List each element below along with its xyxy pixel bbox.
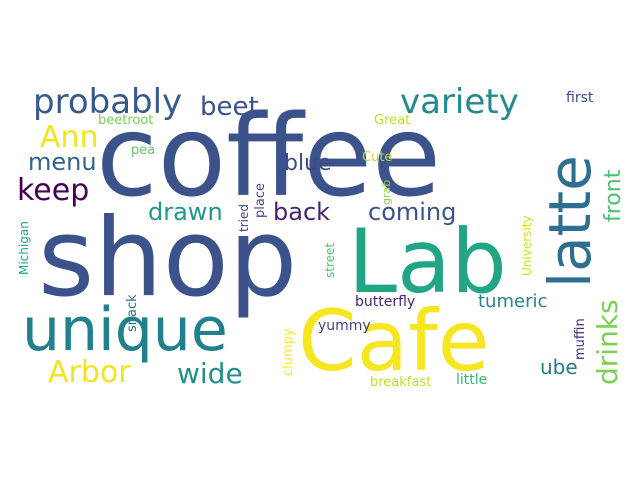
word-lab: Lab <box>348 210 507 313</box>
word-probably: probably <box>33 82 182 122</box>
word-great: Great <box>374 113 410 128</box>
word-coming: coming <box>368 198 456 226</box>
word-first: first <box>566 90 594 106</box>
word-blue: blue <box>284 151 332 176</box>
word-cute: Cute <box>362 150 392 165</box>
word-beet: beet <box>200 92 259 122</box>
word-grab: grab <box>380 180 393 205</box>
word-front: front <box>601 169 626 222</box>
word-drawn: drawn <box>148 198 223 226</box>
word-wide: wide <box>177 357 243 390</box>
word-menu: menu <box>28 148 97 176</box>
word-tumeric: tumeric <box>478 291 547 312</box>
word-coffee: coffee <box>96 92 441 222</box>
word-michigan: Michigan <box>17 221 31 275</box>
word-latte: latte <box>536 155 604 288</box>
word-unique: unique <box>22 295 228 365</box>
word-butterfly: butterfly <box>355 294 415 310</box>
word-drinks: drinks <box>591 299 624 385</box>
word-shop: shop <box>38 196 297 321</box>
word-snack: snack <box>125 294 140 332</box>
word-beetroot: beetroot <box>98 113 153 128</box>
word-clumpy: clumpy <box>281 328 296 376</box>
word-little: little <box>456 372 487 388</box>
word-yummy: yummy <box>318 318 371 334</box>
word-pea: pea <box>131 143 155 158</box>
word-ube: ube <box>540 355 578 379</box>
word-tried: tried <box>237 204 251 232</box>
word-variety: variety <box>400 82 519 122</box>
word-muffin: muffin <box>573 318 588 360</box>
word-cafe: Cafe <box>298 292 489 390</box>
word-arbor: Arbor <box>48 355 131 390</box>
word-street: street <box>323 243 337 278</box>
word-back: back <box>273 198 330 226</box>
word-ann: Ann <box>40 120 99 155</box>
word-university: University <box>520 215 534 276</box>
word-keep: keep <box>17 173 89 208</box>
word-breakfast: breakfast <box>370 375 431 390</box>
word-place: place <box>253 183 268 218</box>
